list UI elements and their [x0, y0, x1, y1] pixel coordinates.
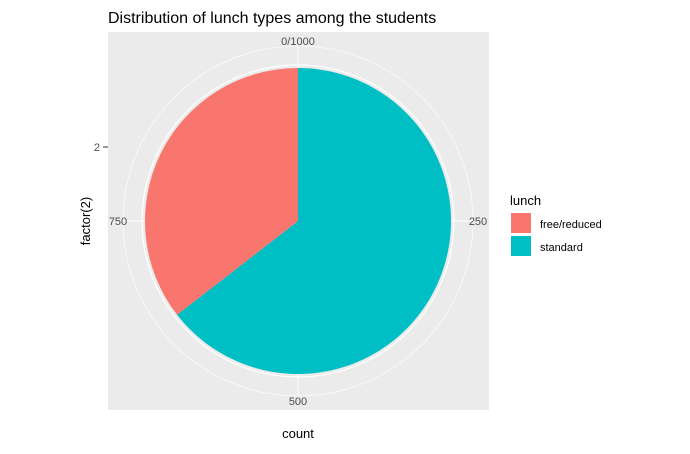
theta-tick-label: 0/1000: [281, 36, 315, 48]
legend-key-free-reduced: [511, 213, 531, 233]
pie-slice-standard: [177, 68, 452, 375]
legend-label-free-reduced: free/reduced: [540, 219, 602, 231]
legend-title: lunch: [510, 193, 541, 208]
chart-title: Distribution of lunch types among the st…: [108, 10, 436, 27]
theta-tick-label: 250: [469, 216, 487, 228]
theta-tick-labels: 0/1000 250 500 750: [109, 36, 487, 408]
theta-tick-label: 750: [109, 216, 127, 228]
y-axis-tick-label: 2: [94, 142, 100, 154]
legend-key-standard: [511, 236, 531, 256]
x-axis-label: count: [282, 426, 314, 441]
theta-tick-label: 500: [289, 396, 307, 408]
y-axis-label: factor(2): [78, 197, 93, 245]
legend: lunch free/reduced standard: [510, 193, 602, 256]
legend-label-standard: standard: [540, 242, 583, 254]
pie-slice-free-reduced: [145, 67, 298, 315]
pie-slices: [145, 67, 452, 375]
